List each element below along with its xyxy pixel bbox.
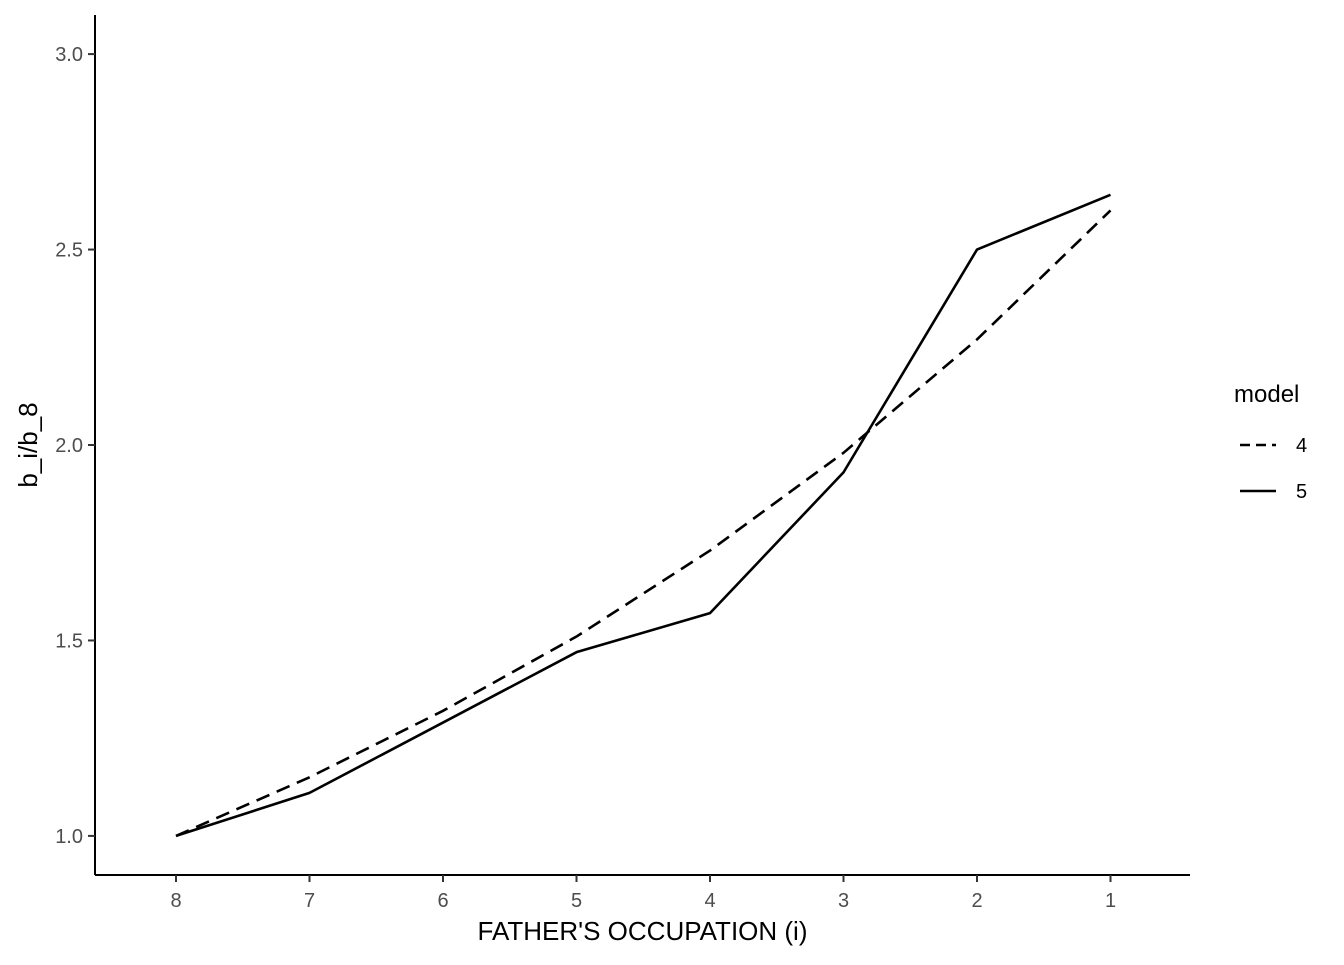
x-tick-label: 5 — [571, 890, 582, 912]
legend: model 4 5 — [1234, 381, 1307, 503]
x-tick-label: 6 — [437, 890, 448, 912]
x-tick-label: 8 — [170, 890, 181, 912]
y-tick-label: 3.0 — [55, 44, 83, 66]
legend-label-model-4: 4 — [1296, 435, 1307, 457]
x-tick-label: 1 — [1105, 890, 1116, 912]
y-tick-label: 2.5 — [55, 240, 83, 262]
y-tick-label: 2.0 — [55, 435, 83, 457]
x-ticks: 8 7 6 5 4 3 2 1 — [170, 875, 1116, 912]
x-axis-title: FATHER'S OCCUPATION (i) — [478, 916, 808, 946]
x-tick-label: 4 — [704, 890, 715, 912]
series-line-model-5 — [175, 193, 1111, 838]
series-line-model-4 — [175, 209, 1112, 838]
y-axis-title: b_i/b_8 — [13, 402, 43, 487]
x-tick-label: 2 — [971, 890, 982, 912]
y-ticks: 1.0 1.5 2.0 2.5 3.0 — [55, 44, 95, 848]
series-group — [175, 193, 1112, 838]
y-tick-label: 1.5 — [55, 630, 83, 652]
legend-label-model-5: 5 — [1296, 481, 1307, 503]
x-tick-label: 3 — [838, 890, 849, 912]
legend-title: model — [1234, 381, 1299, 408]
x-tick-label: 7 — [304, 890, 315, 912]
y-tick-label: 1.0 — [55, 826, 83, 848]
